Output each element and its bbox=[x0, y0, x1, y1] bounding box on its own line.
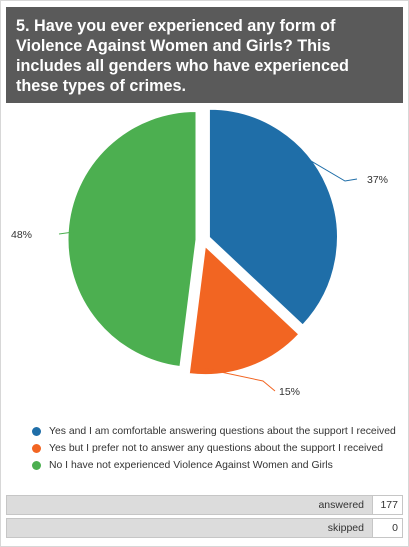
chart-legend: Yes and I am comfortable answering quest… bbox=[32, 423, 402, 474]
slice-label-1: 37% bbox=[367, 174, 388, 186]
answered-row: answered 177 bbox=[6, 495, 403, 515]
leader-line-2 bbox=[204, 368, 276, 392]
question-header: 5. Have you ever experienced any form of… bbox=[6, 7, 403, 103]
legend-label-1: Yes and I am comfortable answering quest… bbox=[49, 426, 396, 437]
pie-slice-1 bbox=[208, 108, 338, 326]
legend-swatch-1 bbox=[32, 427, 41, 436]
skipped-row: skipped 0 bbox=[6, 518, 403, 538]
legend-item-3: No I have not experienced Violence Again… bbox=[32, 457, 402, 474]
pie-slice-2 bbox=[188, 245, 300, 376]
slice-label-2: 15% bbox=[279, 386, 300, 398]
slice-label-3: 48% bbox=[11, 229, 32, 241]
legend-swatch-3 bbox=[32, 461, 41, 470]
pie-chart: 37% 15% 48% bbox=[11, 108, 388, 398]
legend-item-1: Yes and I am comfortable answering quest… bbox=[32, 423, 402, 440]
legend-swatch-2 bbox=[32, 444, 41, 453]
question-title: 5. Have you ever experienced any form of… bbox=[16, 17, 349, 95]
skipped-label: skipped bbox=[6, 518, 373, 538]
legend-label-2: Yes but I prefer not to answer any quest… bbox=[49, 443, 384, 454]
leader-line-3 bbox=[58, 231, 75, 235]
skipped-count: 0 bbox=[373, 518, 403, 538]
pie-slice-3 bbox=[67, 111, 197, 368]
answered-label: answered bbox=[6, 495, 373, 515]
legend-label-3: No I have not experienced Violence Again… bbox=[49, 460, 333, 471]
response-summary: answered 177 skipped 0 bbox=[6, 495, 403, 541]
leader-line-1 bbox=[297, 152, 358, 182]
answered-count: 177 bbox=[373, 495, 403, 515]
legend-item-2: Yes but I prefer not to answer any quest… bbox=[32, 440, 402, 457]
